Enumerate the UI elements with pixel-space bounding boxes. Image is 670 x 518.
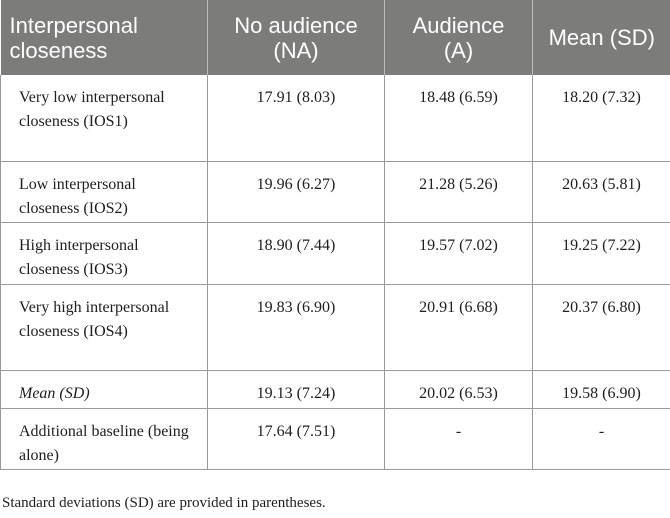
header-no-audience: No audience (NA)	[207, 0, 385, 75]
cell-mean: 19.25 (7.22)	[532, 222, 670, 285]
cell-audience: 20.91 (6.68)	[384, 284, 533, 371]
table-row: High interpersonal closeness (IOS3) 18.9…	[0, 222, 670, 285]
table-row: Low interpersonal closeness (IOS2) 19.96…	[0, 161, 670, 223]
cell-audience: 19.57 (7.02)	[384, 222, 533, 285]
cell-mean: 20.37 (6.80)	[532, 284, 670, 371]
cell-no-audience: 17.64 (7.51)	[207, 408, 385, 470]
table-footnote: Standard deviations (SD) are provided in…	[2, 495, 326, 511]
cell-no-audience: 19.83 (6.90)	[207, 284, 385, 371]
table-row: Mean (SD) 19.13 (7.24) 20.02 (6.53) 19.5…	[0, 370, 670, 409]
table-row: Very high interpersonal closeness (IOS4)…	[0, 284, 670, 371]
row-label: Very low interpersonal closeness (IOS1)	[0, 75, 208, 162]
cell-audience: 20.02 (6.53)	[384, 370, 533, 409]
cell-mean: 19.58 (6.90)	[532, 370, 670, 409]
cell-no-audience: 19.13 (7.24)	[207, 370, 385, 409]
table-row: Additional baseline (being alone) 17.64 …	[0, 408, 670, 470]
row-label: High interpersonal closeness (IOS3)	[0, 222, 208, 285]
cell-no-audience: 18.90 (7.44)	[207, 222, 385, 285]
table-row: Very low interpersonal closeness (IOS1) …	[0, 75, 670, 162]
cell-audience: 18.48 (6.59)	[384, 75, 533, 162]
row-label: Mean (SD)	[0, 370, 208, 409]
row-label: Low interpersonal closeness (IOS2)	[0, 161, 208, 223]
row-label: Additional baseline (being alone)	[0, 408, 208, 470]
results-table: Interpersonal closeness No audience (NA)…	[0, 0, 670, 470]
table-header-row: Interpersonal closeness No audience (NA)…	[0, 0, 670, 75]
cell-audience: 21.28 (5.26)	[384, 161, 533, 223]
cell-mean: 20.63 (5.81)	[532, 161, 670, 223]
cell-mean: -	[532, 408, 670, 470]
cell-no-audience: 17.91 (8.03)	[207, 75, 385, 162]
header-interpersonal-closeness: Interpersonal closeness	[0, 0, 208, 75]
row-label: Very high interpersonal closeness (IOS4)	[0, 284, 208, 371]
cell-audience: -	[384, 408, 533, 470]
cell-mean: 18.20 (7.32)	[532, 75, 670, 162]
header-mean-sd: Mean (SD)	[532, 0, 670, 75]
header-audience: Audience (A)	[384, 0, 533, 75]
cell-no-audience: 19.96 (6.27)	[207, 161, 385, 223]
